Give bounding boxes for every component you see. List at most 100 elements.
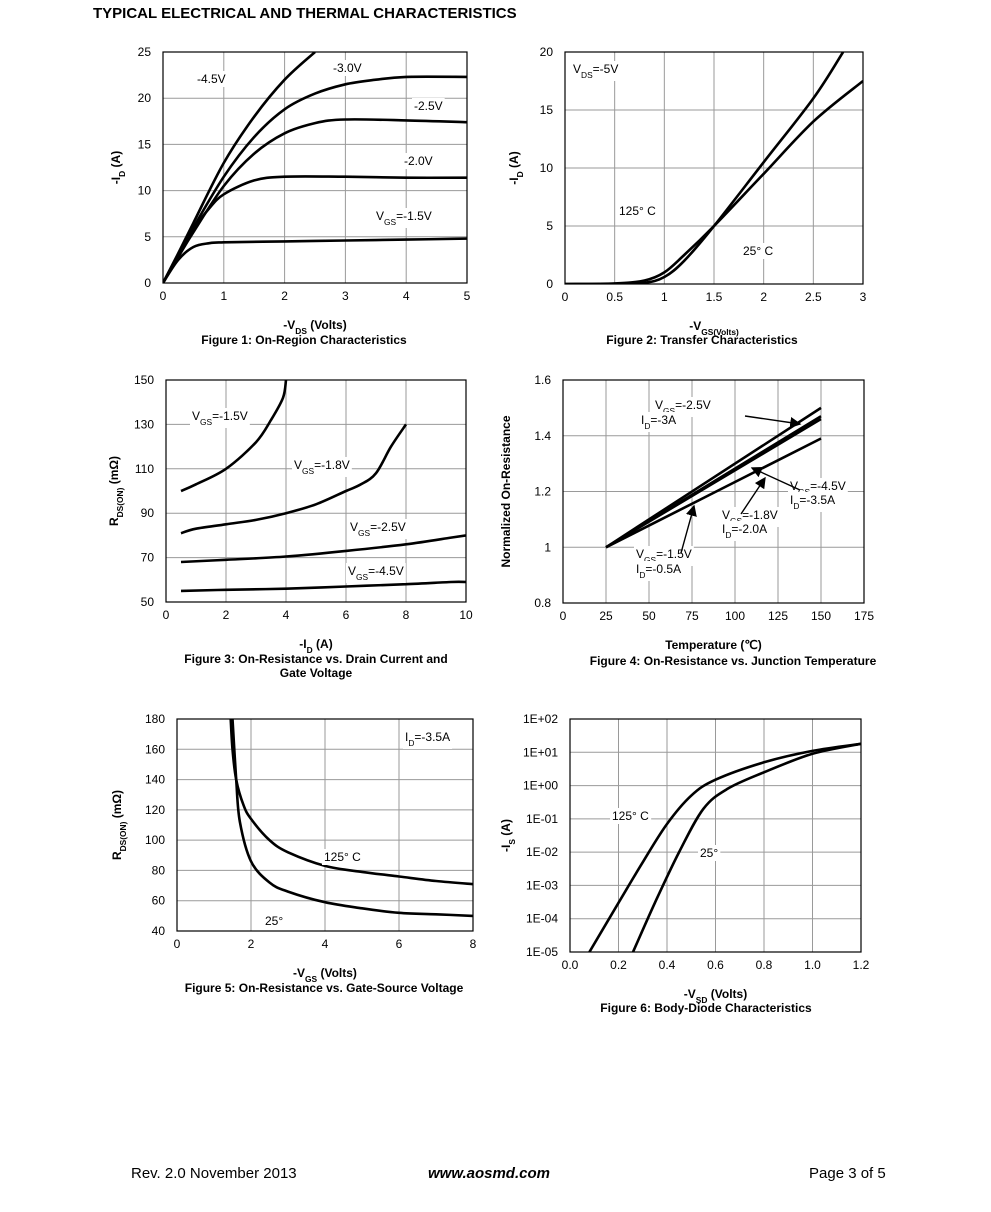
x-tick-label: 10: [459, 608, 473, 622]
annotation-arrow: [680, 504, 697, 554]
y-tick-label: 110: [135, 462, 154, 476]
x-tick-label: 0: [174, 937, 181, 951]
curve-label-bg: [331, 60, 364, 76]
x-tick-label: 5: [464, 289, 471, 303]
y-tick-label: 1E+02: [523, 712, 558, 726]
curve-label-bg: [190, 408, 250, 428]
y-tick-label: 1.6: [534, 373, 551, 387]
curve-label-bg: [698, 845, 721, 861]
y-axis-label: RDS(ON) (mΩ): [107, 456, 125, 526]
y-tick-label: 1: [544, 540, 551, 554]
curve-label-bg: [292, 457, 352, 477]
x-tick-label: 6: [396, 937, 403, 951]
x-tick-label: 3: [860, 290, 867, 304]
x-tick-label: 150: [811, 609, 831, 623]
y-tick-label: 1E-04: [526, 912, 558, 926]
y-tick-label: 40: [152, 924, 166, 938]
series-line: [163, 237, 467, 283]
y-tick-label: 15: [138, 137, 152, 151]
x-tick-label: 8: [470, 937, 477, 951]
y-tick-label: 130: [134, 417, 154, 431]
curve-label: ID=-3.5A: [790, 493, 835, 511]
series-line: [231, 719, 473, 918]
y-tick-label: 25: [138, 45, 152, 59]
x-tick-label: 2: [760, 290, 767, 304]
y-tick-label: 20: [540, 45, 554, 59]
y-tick-label: 1.4: [534, 429, 551, 443]
curve-label: ID=-0.5A: [636, 562, 681, 580]
y-tick-label: 120: [145, 803, 165, 817]
x-axis-label: -VGS (Volts): [293, 966, 357, 984]
figure-caption: Gate Voltage: [280, 666, 353, 680]
x-tick-label: 1.0: [804, 958, 821, 972]
curve-label: VGS=-1.8V: [294, 458, 350, 476]
y-tick-label: 140: [145, 773, 165, 787]
x-tick-label: 1.2: [853, 958, 870, 972]
curve-label-bg: [617, 203, 659, 219]
curve-label: ID=-3.5A: [405, 730, 450, 748]
curve-label: 125° C: [619, 204, 656, 218]
footer-website: www.aosmd.com: [428, 1165, 550, 1182]
x-tick-label: 2.5: [805, 290, 822, 304]
y-tick-label: 1E+00: [523, 779, 558, 793]
y-tick-label: 10: [138, 184, 152, 198]
series-line: [180, 423, 408, 535]
footer-revision: Rev. 2.0 November 2013: [131, 1165, 297, 1182]
page-title: TYPICAL ELECTRICAL AND THERMAL CHARACTER…: [93, 5, 517, 22]
series-line: [163, 175, 467, 283]
figure-caption: Figure 5: On-Resistance vs. Gate-Source …: [185, 981, 464, 995]
x-tick-label: 1.5: [706, 290, 723, 304]
y-tick-label: 0: [546, 277, 553, 291]
y-tick-label: 1E-02: [526, 845, 558, 859]
curve-label: 25°: [700, 846, 718, 860]
curve-label: VDS=-5V: [573, 62, 618, 80]
curve-label: ID=-2.0A: [722, 522, 767, 540]
x-tick-label: 0.8: [756, 958, 773, 972]
y-tick-label: 20: [138, 91, 152, 105]
x-tick-label: 2: [248, 937, 255, 951]
curve-label-bg: [610, 808, 652, 824]
figure-caption: Figure 3: On-Resistance vs. Drain Curren…: [184, 652, 447, 666]
x-tick-label: 0.5: [606, 290, 623, 304]
curve-label-bg: [571, 61, 621, 81]
series-line: [605, 417, 822, 549]
y-tick-label: 5: [546, 219, 553, 233]
curve-label-bg: [374, 208, 434, 228]
curve-label: -2.5V: [414, 99, 443, 113]
plot-frame: [165, 379, 467, 603]
x-tick-label: 4: [322, 937, 329, 951]
x-tick-label: 125: [768, 609, 788, 623]
annotation-arrow: [740, 476, 766, 515]
annotation-arrow: [750, 466, 801, 491]
series-line: [180, 534, 466, 564]
figure-caption: Figure 4: On-Resistance vs. Junction Tem…: [590, 654, 877, 668]
x-tick-label: 0: [160, 289, 167, 303]
curve-label: VGS=-1.5V: [376, 209, 432, 227]
curve-label-bg: [741, 243, 776, 259]
x-tick-label: 1: [220, 289, 227, 303]
y-axis-label: -ID (A): [109, 151, 127, 184]
x-tick-label: 50: [642, 609, 656, 623]
y-tick-label: 70: [141, 551, 155, 565]
x-tick-label: 0: [562, 290, 569, 304]
curve-label: VGS=-4.5V: [348, 564, 404, 582]
y-tick-label: 90: [141, 506, 155, 520]
curve-label: VGS=-2.5V: [655, 398, 711, 416]
curve-label-bg: [412, 98, 445, 114]
x-axis-label: -VDS (Volts): [283, 318, 346, 336]
y-axis-label: Normalized On-Resistance: [499, 415, 513, 567]
x-tick-label: 75: [685, 609, 699, 623]
plot-frame: [569, 718, 862, 953]
y-tick-label: 5: [144, 230, 151, 244]
x-tick-label: 4: [403, 289, 410, 303]
y-tick-label: 160: [145, 742, 165, 756]
x-tick-label: 4: [283, 608, 290, 622]
x-tick-label: 0: [560, 609, 567, 623]
x-tick-label: 3: [342, 289, 349, 303]
y-tick-label: 100: [145, 833, 165, 847]
curve-label: VGS=-1.5V: [636, 547, 692, 565]
series-line: [565, 52, 845, 284]
